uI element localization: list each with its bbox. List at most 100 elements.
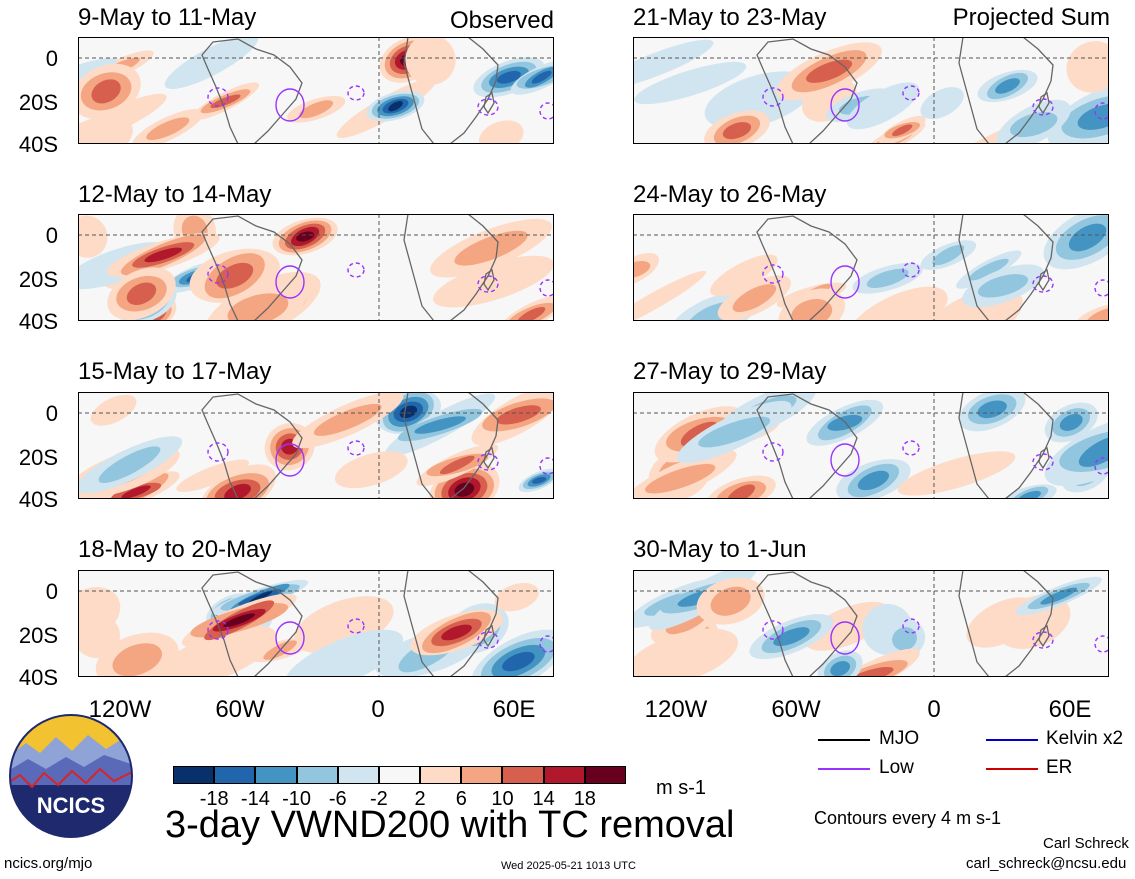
positive-anomaly <box>454 230 528 266</box>
low-contour <box>347 262 365 278</box>
low-contour <box>347 618 365 634</box>
positive-anomaly <box>224 483 251 499</box>
positive-anomaly <box>441 624 472 641</box>
lon-label: 60W <box>771 696 821 723</box>
main-title: 3-day VWND200 with TC removal <box>165 804 735 846</box>
lat-label: 0 <box>45 401 58 426</box>
south-america-coastline <box>756 215 858 321</box>
madagascar-coastline <box>483 624 495 648</box>
lon-label: 60W <box>215 696 265 723</box>
panel-frame <box>633 214 1109 321</box>
contours-note: Contours every 4 m s-1 <box>814 808 1002 828</box>
positive-anomaly <box>121 485 151 499</box>
lon-label: 0 <box>927 696 941 723</box>
africa-coastline <box>958 570 1054 677</box>
colorbar-swatch <box>378 766 421 784</box>
negative-anomaly <box>857 470 890 491</box>
positive-anomaly <box>299 100 334 119</box>
africa-coastline <box>403 570 499 677</box>
projected-label: Projected Sum <box>952 4 1110 31</box>
low-contour <box>347 440 365 456</box>
low-contour <box>207 442 229 462</box>
panel-title: 15-May to 17-May <box>78 358 272 385</box>
africa-coastline <box>403 392 499 499</box>
panel-frame <box>78 570 554 677</box>
madagascar-coastline <box>1038 624 1050 648</box>
negative-anomaly <box>977 400 1007 419</box>
lat-label: 20S <box>18 267 58 292</box>
colorbar-label: -6 <box>328 788 347 810</box>
legend-er-line <box>986 768 1038 770</box>
panel-frame <box>78 214 554 321</box>
panel-title: 9-May to 11-May <box>78 4 257 31</box>
low-contour <box>207 87 229 107</box>
low-contour <box>207 620 229 640</box>
positive-anomaly <box>892 124 913 137</box>
colorbar-swatch <box>420 766 462 784</box>
negative-anomaly <box>388 101 403 112</box>
lat-label: 40S <box>18 309 58 334</box>
low-contour <box>1094 102 1109 120</box>
low-contour <box>477 98 499 116</box>
lon-label: 120W <box>88 696 152 723</box>
positive-anomaly <box>496 405 541 425</box>
positive-anomaly <box>176 459 250 492</box>
positive-anomaly <box>112 643 162 677</box>
panel-frame <box>78 37 554 144</box>
south-america-coastline <box>201 571 303 677</box>
positive-anomaly <box>313 403 382 436</box>
positive-anomaly <box>334 451 408 489</box>
africa-coastline <box>958 392 1054 499</box>
logo-text: NCICS <box>36 793 106 818</box>
map-panel-projected-3 <box>633 392 1109 499</box>
legend-mjo-line <box>818 739 870 741</box>
legend-er-label: ER <box>1046 757 1073 778</box>
lon-label: 60E <box>1048 696 1092 723</box>
colorbar-label: -18 <box>199 788 229 810</box>
lat-label: 20S <box>18 445 58 470</box>
positive-anomaly <box>146 117 190 141</box>
panel-title: 21-May to 23-May <box>633 4 827 31</box>
positive-anomaly <box>478 120 524 144</box>
positive-anomaly <box>494 582 539 612</box>
positive-anomaly <box>126 282 157 305</box>
south-america-coastline <box>756 571 858 677</box>
positive-anomaly <box>633 628 739 677</box>
lon-label: 0 <box>371 696 385 723</box>
south-america-coastline <box>756 393 858 499</box>
low-contour <box>275 88 305 122</box>
map-panel-observed-2 <box>78 214 554 321</box>
low-contour <box>275 621 305 655</box>
panel-title: 18-May to 20-May <box>78 536 272 563</box>
low-contour <box>347 85 365 101</box>
low-contour <box>477 631 499 649</box>
madagascar-coastline <box>483 91 495 115</box>
africa-coastline <box>958 214 1054 321</box>
low-contour <box>902 440 920 456</box>
lat-label: 0 <box>45 46 58 71</box>
positive-anomaly <box>848 667 894 677</box>
positive-anomaly <box>210 94 241 109</box>
africa-coastline <box>403 214 499 321</box>
positive-anomaly <box>454 482 475 497</box>
panel-title: 27-May to 29-May <box>633 358 827 385</box>
colorbar-label: 18 <box>573 788 596 810</box>
negative-anomaly <box>932 244 965 266</box>
negative-anomaly <box>531 477 547 484</box>
colorbar-label: 10 <box>491 788 514 810</box>
ncics-logo: NCICS <box>8 713 134 839</box>
negative-anomaly <box>1078 435 1109 467</box>
low-contour <box>1032 453 1054 471</box>
africa-coastline <box>958 37 1054 144</box>
positive-anomaly <box>90 394 137 426</box>
legend-kelvin-label: Kelvin x2 <box>1046 728 1124 749</box>
low-contour <box>275 265 305 299</box>
positive-anomaly <box>78 115 133 144</box>
positive-anomaly <box>1066 41 1109 93</box>
africa-coastline <box>403 37 499 144</box>
map-panel-projected-2 <box>633 214 1109 321</box>
negative-anomaly <box>892 627 917 651</box>
madagascar-coastline <box>1038 268 1050 292</box>
negative-anomaly <box>846 82 920 130</box>
low-contour <box>762 442 784 462</box>
